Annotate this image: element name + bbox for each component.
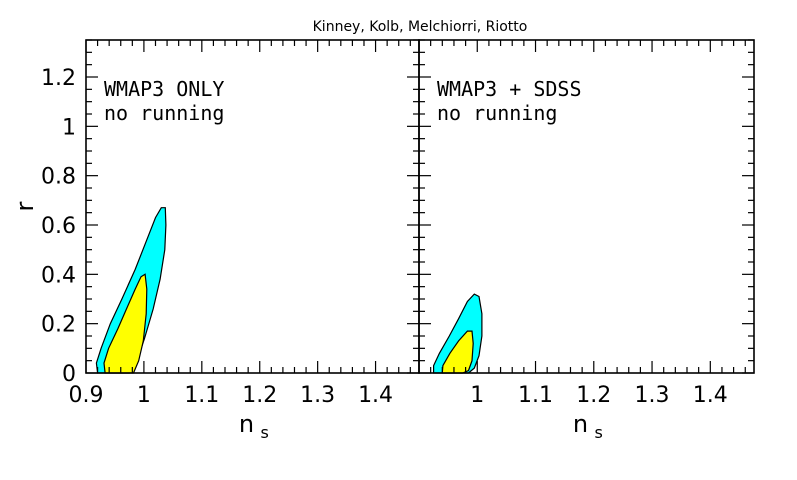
x-axis-label-left: n bbox=[239, 410, 254, 438]
x-tick-label-right: 1.4 bbox=[693, 383, 728, 408]
plot-frame-right bbox=[418, 39, 755, 374]
y-tick-label-left: 0.8 bbox=[41, 165, 76, 190]
x-tick-label-right: 1.1 bbox=[518, 383, 553, 408]
panels: 0.9 1 1.1 1.2 1.3 1.400.20.40.60.811.2n srWMAP… bbox=[11, 39, 755, 442]
x-tick-label-right: 1 bbox=[470, 383, 484, 408]
y-tick-label-left: 1.2 bbox=[41, 66, 76, 91]
panel-annotation-left: WMAP3 ONLY bbox=[104, 77, 224, 101]
y-tick-label-left: 0 bbox=[62, 362, 76, 387]
x-tick-label-left: 1.4 bbox=[358, 383, 393, 408]
y-tick-label-left: 0.4 bbox=[41, 263, 76, 288]
panel-annotation-right: WMAP3 + SDSS bbox=[437, 77, 582, 101]
x-tick-label-left: 1.2 bbox=[242, 383, 277, 408]
y-tick-label-left: 1 bbox=[62, 115, 76, 140]
y-tick-label-left: 0.2 bbox=[41, 313, 76, 338]
panel-annotation-right: no running bbox=[437, 101, 557, 125]
figure-title: Kinney, Kolb, Melchiorri, Riotto bbox=[313, 19, 528, 35]
x-axis-label-sub-right: s bbox=[595, 423, 603, 442]
panel-annotation-left: no running bbox=[104, 101, 224, 125]
x-axis-label-sub-left: s bbox=[261, 423, 269, 442]
panel-left: 0.9 1 1.1 1.2 1.3 1.400.20.40.60.811.2n srWMAP… bbox=[11, 39, 420, 442]
x-tick-label-right: 1.2 bbox=[576, 383, 611, 408]
contour-inner-left bbox=[103, 273, 148, 374]
x-tick-label-left: 1.1 bbox=[184, 383, 219, 408]
y-tick-label-left: 0.6 bbox=[41, 214, 76, 239]
x-axis-label-right: n bbox=[573, 410, 588, 438]
contour-inner-right bbox=[441, 330, 474, 374]
x-tick-label-left: 0.9 bbox=[69, 383, 104, 408]
y-axis-label: r bbox=[11, 201, 39, 211]
x-tick-label-left: 1.3 bbox=[300, 383, 335, 408]
x-tick-label-left: 1 bbox=[137, 383, 151, 408]
x-tick-label-right: 1.3 bbox=[635, 383, 670, 408]
